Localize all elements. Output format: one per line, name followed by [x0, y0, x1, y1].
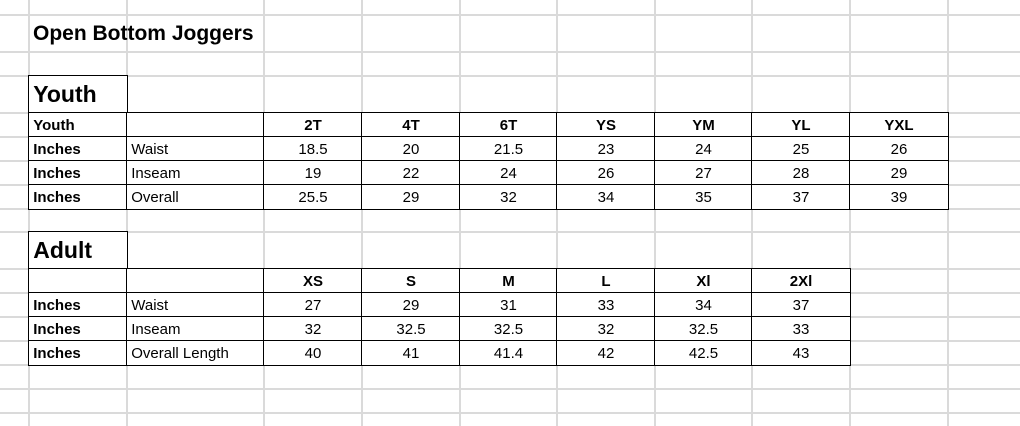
youth-header-cell[interactable]: Youth: [28, 112, 128, 138]
adult-value-cell[interactable]: 42: [556, 340, 656, 366]
youth-size-header[interactable]: 2T: [263, 112, 363, 138]
adult-value-cell[interactable]: 34: [654, 292, 753, 318]
youth-size-header[interactable]: YL: [751, 112, 851, 138]
gridline: [556, 0, 558, 426]
sheet-title[interactable]: Open Bottom Joggers: [33, 22, 254, 45]
youth-unit-cell[interactable]: Inches: [28, 184, 128, 210]
youth-value-cell[interactable]: 19: [263, 160, 363, 186]
gridline: [947, 0, 949, 426]
youth-value-cell[interactable]: 24: [654, 136, 753, 162]
youth-value-cell[interactable]: 35: [654, 184, 753, 210]
youth-value-cell[interactable]: 34: [556, 184, 656, 210]
adult-value-cell[interactable]: 37: [751, 292, 851, 318]
youth-measure-cell[interactable]: Overall: [126, 184, 265, 210]
gridline: [0, 231, 1020, 233]
youth-section-label[interactable]: Youth: [28, 75, 128, 114]
youth-value-cell[interactable]: 26: [849, 136, 949, 162]
gridline: [0, 14, 1020, 16]
gridline: [751, 0, 753, 426]
adult-size-header[interactable]: Xl: [654, 268, 753, 294]
adult-value-cell[interactable]: 31: [459, 292, 558, 318]
gridline: [459, 0, 461, 426]
adult-unit-cell[interactable]: Inches: [28, 292, 128, 318]
adult-size-header[interactable]: L: [556, 268, 656, 294]
youth-value-cell[interactable]: 25.5: [263, 184, 363, 210]
adult-value-cell[interactable]: 41: [361, 340, 461, 366]
adult-value-cell[interactable]: 33: [556, 292, 656, 318]
youth-value-cell[interactable]: 20: [361, 136, 461, 162]
youth-value-cell[interactable]: 28: [751, 160, 851, 186]
gridline: [361, 0, 363, 426]
youth-size-header[interactable]: 4T: [361, 112, 461, 138]
youth-unit-cell[interactable]: Inches: [28, 160, 128, 186]
youth-value-cell[interactable]: 21.5: [459, 136, 558, 162]
adult-value-cell[interactable]: 32: [263, 316, 363, 342]
adult-value-cell[interactable]: 32.5: [459, 316, 558, 342]
youth-value-cell[interactable]: 24: [459, 160, 558, 186]
adult-header-cell[interactable]: [126, 268, 265, 294]
youth-value-cell[interactable]: 22: [361, 160, 461, 186]
youth-value-cell[interactable]: 18.5: [263, 136, 363, 162]
youth-value-cell[interactable]: 37: [751, 184, 851, 210]
adult-measure-cell[interactable]: Waist: [126, 292, 265, 318]
youth-size-header[interactable]: YM: [654, 112, 753, 138]
youth-value-cell[interactable]: 39: [849, 184, 949, 210]
gridline: [654, 0, 656, 426]
adult-header-cell[interactable]: [28, 268, 128, 294]
youth-size-header[interactable]: 6T: [459, 112, 558, 138]
gridline: [0, 51, 1020, 53]
gridline: [126, 0, 128, 426]
youth-value-cell[interactable]: 26: [556, 160, 656, 186]
adult-value-cell[interactable]: 32: [556, 316, 656, 342]
gridline: [0, 75, 1020, 77]
youth-value-cell[interactable]: 29: [361, 184, 461, 210]
youth-value-cell[interactable]: 32: [459, 184, 558, 210]
adult-unit-cell[interactable]: Inches: [28, 316, 128, 342]
youth-value-cell[interactable]: 29: [849, 160, 949, 186]
adult-unit-cell[interactable]: Inches: [28, 340, 128, 366]
adult-size-header[interactable]: M: [459, 268, 558, 294]
adult-value-cell[interactable]: 41.4: [459, 340, 558, 366]
adult-value-cell[interactable]: 42.5: [654, 340, 753, 366]
gridline: [0, 388, 1020, 390]
adult-size-header[interactable]: XS: [263, 268, 363, 294]
adult-size-header[interactable]: 2Xl: [751, 268, 851, 294]
youth-measure-cell[interactable]: Inseam: [126, 160, 265, 186]
gridline: [28, 0, 30, 426]
adult-value-cell[interactable]: 27: [263, 292, 363, 318]
gridline: [849, 0, 851, 426]
gridline: [0, 412, 1020, 414]
youth-size-header[interactable]: YXL: [849, 112, 949, 138]
gridline: [263, 0, 265, 426]
youth-size-header[interactable]: YS: [556, 112, 656, 138]
adult-value-cell[interactable]: 29: [361, 292, 461, 318]
adult-section-label[interactable]: Adult: [28, 231, 128, 270]
youth-value-cell[interactable]: 23: [556, 136, 656, 162]
youth-unit-cell[interactable]: Inches: [28, 136, 128, 162]
adult-value-cell[interactable]: 32.5: [361, 316, 461, 342]
adult-value-cell[interactable]: 40: [263, 340, 363, 366]
adult-size-header[interactable]: S: [361, 268, 461, 294]
adult-measure-cell[interactable]: Inseam: [126, 316, 265, 342]
youth-value-cell[interactable]: 25: [751, 136, 851, 162]
adult-measure-cell[interactable]: Overall Length: [126, 340, 265, 366]
youth-measure-cell[interactable]: Waist: [126, 136, 265, 162]
adult-value-cell[interactable]: 33: [751, 316, 851, 342]
youth-value-cell[interactable]: 27: [654, 160, 753, 186]
youth-header-cell[interactable]: [126, 112, 265, 138]
adult-value-cell[interactable]: 32.5: [654, 316, 753, 342]
adult-value-cell[interactable]: 43: [751, 340, 851, 366]
